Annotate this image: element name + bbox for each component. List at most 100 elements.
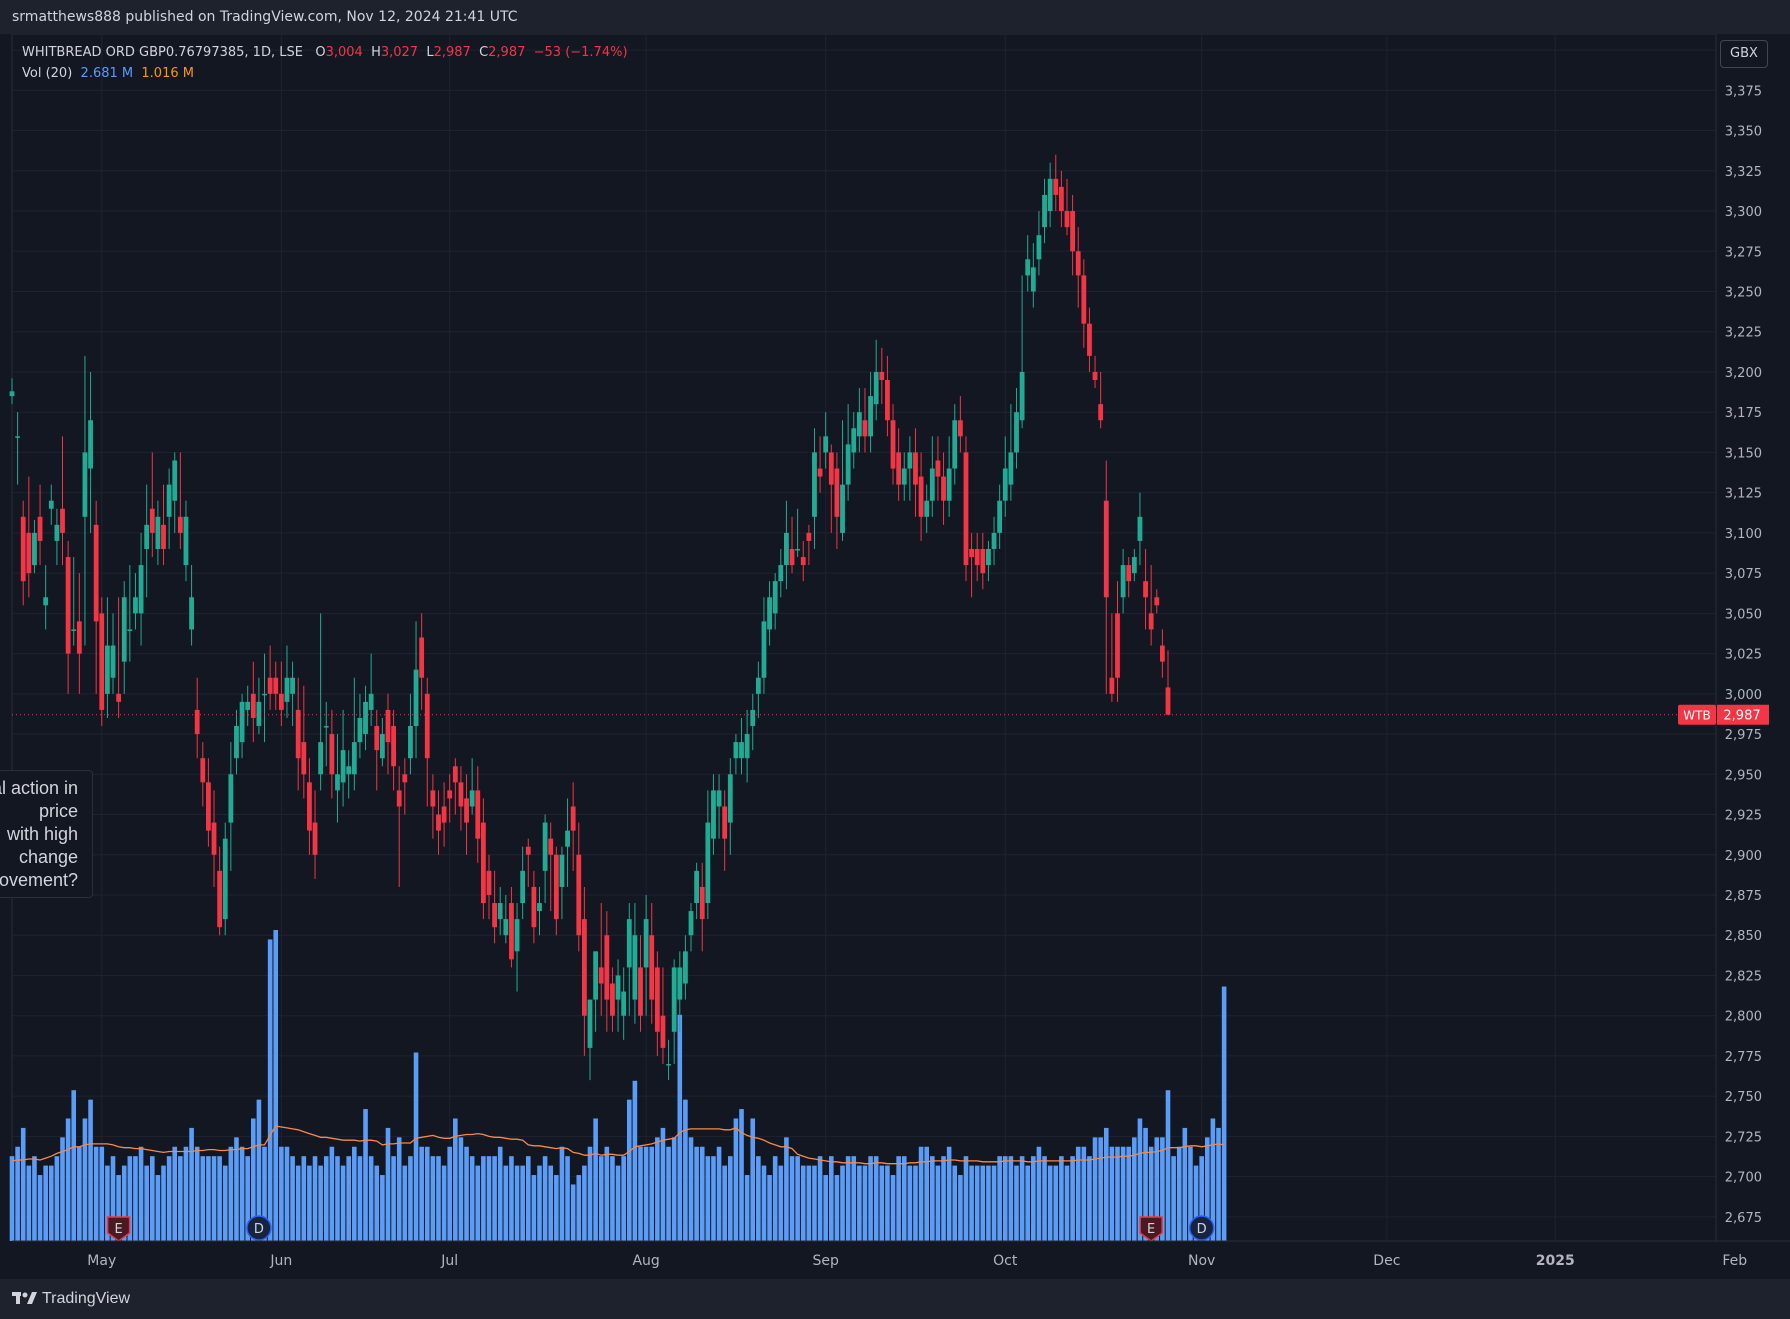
volume-bar (194, 1146, 200, 1241)
volume-bar (823, 1175, 828, 1241)
candle-body (750, 709, 756, 727)
volume-bar (82, 1118, 88, 1241)
candle-body (413, 669, 419, 727)
volume-bar (37, 1175, 43, 1241)
candle-body (806, 532, 812, 541)
volume-bar (514, 1165, 520, 1241)
candle-body (525, 846, 531, 855)
candle-body (924, 500, 930, 517)
volume-bar (166, 1156, 172, 1241)
candle-body (660, 1015, 666, 1048)
candle-body (368, 693, 374, 710)
idea-card[interactable]: Potential action in price with high chan… (0, 770, 93, 898)
volume-bar (744, 1175, 750, 1241)
volume-bar (1103, 1127, 1109, 1241)
volume-bar (890, 1175, 896, 1241)
candle-body (452, 766, 458, 783)
volume-bar (60, 1137, 65, 1241)
volume-bar (189, 1127, 194, 1241)
volume-bar (789, 1156, 795, 1241)
volume-bar (200, 1156, 206, 1241)
price-axis-tick-label: 3,125 (1725, 487, 1762, 502)
candle-body (576, 854, 582, 936)
candle-body (1025, 259, 1031, 276)
earnings-marker-icon[interactable] (1139, 1216, 1163, 1242)
volume-bar (178, 1156, 183, 1241)
candle-body (559, 854, 565, 887)
candle-body (60, 508, 65, 533)
candle-body (363, 701, 368, 735)
volume-bar (756, 1156, 761, 1241)
volume-bar (71, 1090, 77, 1241)
volume-legend-row: Vol (20) 2.681 M 1.016 M (22, 63, 628, 84)
price-axis-tick-label: 2,850 (1725, 929, 1762, 944)
volume-bar (251, 1118, 256, 1241)
volume-bar (739, 1109, 744, 1241)
candle-body (155, 516, 161, 549)
volume-bar (615, 1165, 621, 1241)
candle-body (161, 524, 166, 549)
candle-body (189, 597, 194, 630)
volume-bar (1165, 1090, 1171, 1241)
volume-bar (750, 1118, 756, 1241)
symbol-title[interactable]: WHITBREAD ORD GBP0.76797385, 1D, LSE (22, 45, 303, 60)
volume-bar (239, 1146, 245, 1241)
volume-bar (447, 1146, 453, 1241)
time-axis-tick-label: Aug (632, 1253, 659, 1269)
candle-body (447, 790, 453, 799)
candle-body (957, 420, 963, 437)
price-axis[interactable] (1716, 34, 1790, 1241)
dividend-marker-icon[interactable] (1188, 1215, 1215, 1241)
volume-bar (554, 1175, 559, 1241)
candle-body (879, 371, 885, 381)
candle-body (76, 621, 82, 654)
candle-body (1075, 251, 1081, 276)
volume-bar (1031, 1156, 1036, 1241)
volume-bar (761, 1165, 767, 1241)
candle-body (1047, 178, 1053, 212)
candle-body (784, 532, 789, 566)
currency-button[interactable]: GBX (1720, 40, 1768, 68)
time-axis-tick-label: Nov (1188, 1253, 1215, 1269)
candle-body (469, 790, 475, 807)
volume-bar (1115, 1146, 1120, 1241)
price-axis-tick-label: 3,350 (1725, 125, 1762, 140)
volume-bar (1053, 1165, 1059, 1241)
earnings-marker-icon[interactable] (106, 1216, 131, 1242)
volume-bar (290, 1156, 295, 1241)
price-axis-tick-label: 3,375 (1725, 84, 1762, 99)
candle-body (817, 468, 823, 477)
candle-body (32, 532, 37, 566)
volume-bar (638, 1146, 643, 1241)
time-axis[interactable] (0, 1241, 1790, 1279)
candle-body (621, 991, 627, 1016)
dividend-marker-icon[interactable] (246, 1215, 272, 1241)
candle-body (885, 380, 890, 421)
candle-body (699, 886, 705, 920)
candle-body (733, 742, 739, 759)
candle-body (873, 371, 879, 405)
volume-bar (413, 1052, 419, 1241)
volume-label[interactable]: Vol (20) (22, 66, 73, 81)
ohlc-legend-row: WHITBREAD ORD GBP0.76797385, 1D, LSE O3,… (22, 42, 628, 63)
time-axis-tick-label: Dec (1373, 1253, 1400, 1269)
volume-bar (817, 1156, 823, 1241)
volume-bar (408, 1156, 413, 1241)
volume-bar (727, 1156, 733, 1241)
candle-body (649, 935, 655, 1000)
volume-bar (222, 1165, 228, 1241)
candle-body (222, 838, 228, 920)
volume-bar (733, 1118, 739, 1241)
volume-bar (812, 1165, 817, 1241)
candle-body (54, 524, 60, 541)
idea-line: Potential action in (0, 778, 78, 798)
volume-bar (149, 1156, 155, 1241)
candle-body (941, 476, 946, 501)
volume-bar (464, 1146, 469, 1241)
price-axis-tick-label: 2,975 (1725, 728, 1762, 743)
volume-bar (273, 930, 279, 1241)
tradingview-logo[interactable]: TradingView (12, 1290, 130, 1308)
volume-bar (234, 1137, 239, 1241)
volume-bar (329, 1146, 335, 1241)
